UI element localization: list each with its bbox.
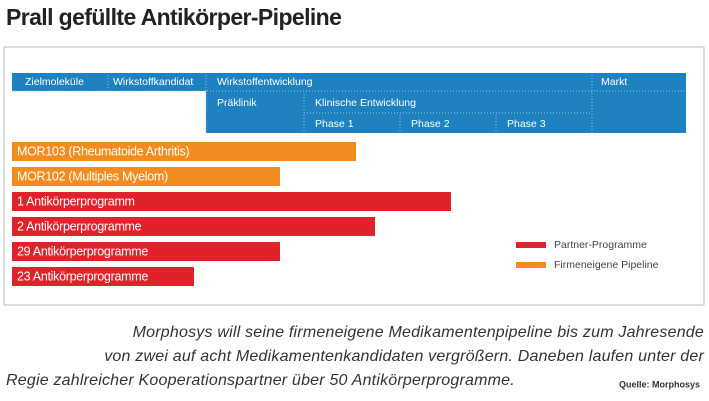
- program-bar: [12, 167, 280, 186]
- legend-swatch: [516, 262, 546, 268]
- source: Quelle: Morphosys: [619, 379, 700, 389]
- frame: [3, 46, 705, 306]
- stage-label: Zielmoleküle: [25, 76, 84, 88]
- stage-label: Klinische Entwicklung: [315, 97, 416, 109]
- stage-label: Wirkstoffentwicklung: [217, 76, 313, 88]
- caption-line: von zwei auf acht Medikamentenkandidaten…: [104, 348, 704, 365]
- stage-label: Präklinik: [217, 97, 257, 109]
- program-bar: [12, 142, 356, 161]
- program-label: MOR102 (Multiples Myelom): [17, 169, 168, 183]
- caption-line: Regie zahlreicher Kooperationspartner üb…: [6, 372, 515, 389]
- stage-label: Phase 3: [507, 118, 546, 130]
- title: Prall gefüllte Antikörper-Pipeline: [6, 4, 341, 30]
- caption-line: Morphosys will seine firmeneigene Medika…: [133, 324, 704, 341]
- legend-label: Firmeneigene Pipeline: [554, 259, 659, 271]
- legend-swatch: [516, 242, 546, 248]
- program-label: MOR103 (Rheumatoide Arthritis): [17, 144, 189, 158]
- stage-label: Phase 1: [315, 118, 354, 130]
- stage-label: Wirkstoffkandidat: [113, 76, 193, 88]
- program-bar: [12, 192, 451, 211]
- program-bar: [12, 267, 194, 286]
- program-label: 23 Antikörperprogramme: [17, 269, 148, 283]
- program-bar: [12, 242, 280, 261]
- header-dividers: [12, 75, 686, 133]
- legend-label: Partner-Programme: [554, 239, 647, 251]
- header-blank: [12, 91, 206, 133]
- program-label: 29 Antikörperprogramme: [17, 244, 148, 258]
- program-label: 2 Antikörperprogramme: [17, 219, 142, 233]
- program-bar: [12, 217, 375, 236]
- stage-label: Markt: [601, 76, 627, 88]
- stage-label: Phase 2: [411, 118, 450, 130]
- program-label: 1 Antikörperprogramm: [17, 194, 135, 208]
